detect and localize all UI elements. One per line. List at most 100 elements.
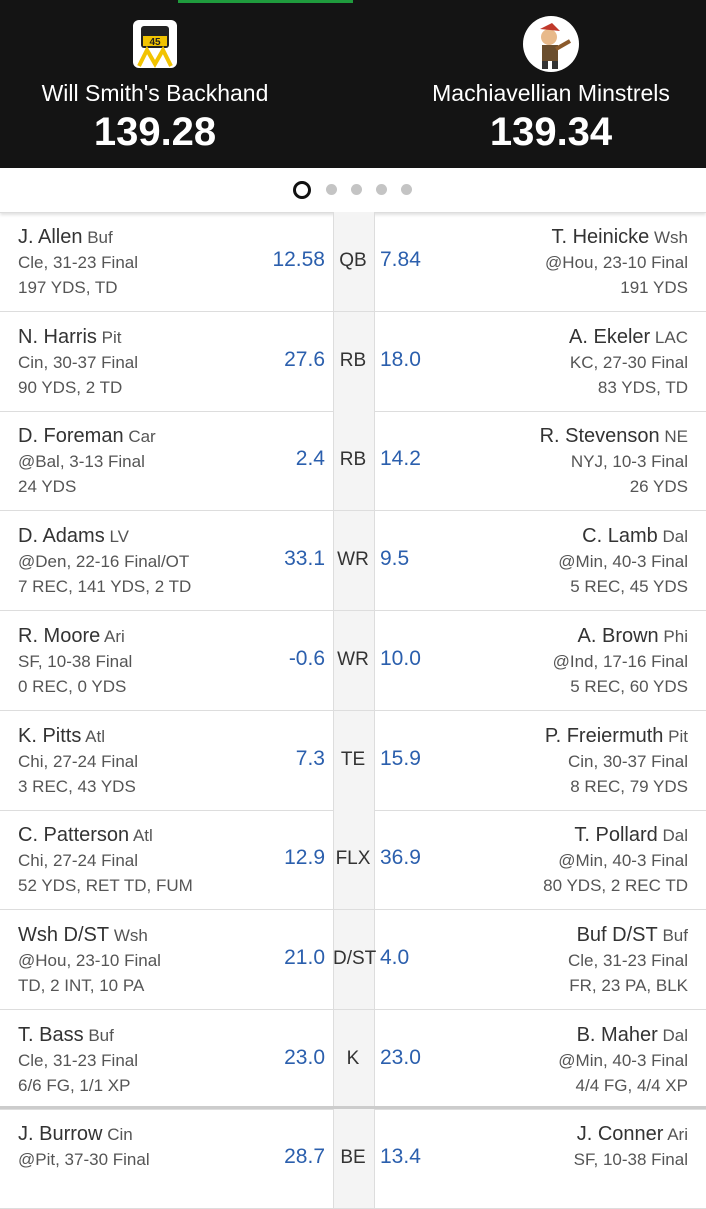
player-line: A. Ekeler LAC (569, 325, 688, 350)
player-name: B. Maher (576, 1023, 658, 1046)
player-info[interactable]: J. Allen Buf Cle, 31-23 Final 197 YDS, TD (18, 225, 138, 300)
page-dot[interactable] (401, 184, 412, 195)
player-points: 2.4 (295, 447, 325, 471)
player-name: N. Harris (18, 325, 97, 348)
player-team: Pit (101, 327, 122, 347)
player-line: J. Conner Ari (574, 1122, 688, 1147)
player-points: 28.7 (284, 1145, 325, 1169)
player-line: K. Pitts Atl (18, 724, 138, 749)
player-info[interactable]: P. Freiermuth Pit Cin, 30-37 Final 8 REC, … (545, 724, 688, 799)
player-points: -0.6 (288, 646, 325, 670)
player-team: LAC (654, 327, 688, 347)
player-stats: 5 REC, 45 YDS (570, 577, 688, 597)
player-line: R. Moore Ari (18, 624, 132, 649)
player-stats: 3 REC, 43 YDS (18, 776, 136, 796)
player-row: RB D. Foreman Car @Bal, 3-13 Final 24 YDS 2.… (0, 411, 706, 512)
player-name: C. Lamb (582, 525, 658, 548)
matchup-header: 45 Will Smith's Backhand 139.28 Machiave… (0, 0, 706, 168)
player-points: 33.1 (284, 547, 325, 571)
position-column (333, 909, 375, 1009)
player-row: BE J. Burrow Cin @Pit, 37-30 Final 28.7 J. C… (0, 1106, 706, 1209)
position-column (333, 311, 375, 411)
player-row: TE K. Pitts Atl Chi, 27-24 Final 3 REC, 43 … (0, 710, 706, 811)
player-name: R. Moore (18, 624, 101, 647)
player-team: Car (128, 427, 156, 447)
game-result: @Hou, 23-10 Final (18, 950, 161, 970)
player-team: Phi (663, 626, 688, 646)
player-info[interactable]: A. Ekeler LAC KC, 27-30 Final 83 YDS, TD (569, 325, 688, 400)
player-info[interactable]: J. Conner Ari SF, 10-38 Final (574, 1122, 688, 1172)
player-stats: 80 YDS, 2 REC TD (543, 876, 688, 896)
player-team: Pit (668, 726, 688, 746)
player-info[interactable]: R. Stevenson NE NYJ, 10-3 Final 26 YDS (540, 424, 688, 499)
player-info[interactable]: C. Patterson Atl Chi, 27-24 Final 52 YDS, … (18, 823, 193, 898)
player-info[interactable]: R. Moore Ari SF, 10-38 Final 0 REC, 0 YDS (18, 624, 132, 699)
player-info[interactable]: J. Burrow Cin @Pit, 37-30 Final (18, 1122, 150, 1172)
player-team: NE (664, 427, 688, 447)
player-team: Cin (107, 1125, 133, 1145)
page-dot[interactable] (326, 184, 337, 195)
player-line: J. Allen Buf (18, 225, 138, 250)
team-logo (523, 16, 579, 72)
position: BE (340, 1147, 366, 1169)
position: K (346, 1047, 360, 1069)
player-name: Wsh D/ST (18, 923, 110, 946)
position: WR (337, 549, 369, 571)
page-dot[interactable] (293, 181, 311, 199)
position: WR (337, 648, 369, 670)
position-column (333, 1109, 375, 1209)
player-line: R. Stevenson NE (540, 424, 688, 449)
player-info[interactable]: D. Adams LV @Den, 22-16 Final/OT 7 REC, 14… (18, 524, 191, 599)
page-dot[interactable] (376, 184, 387, 195)
player-points: 18.0 (380, 347, 421, 371)
player-stats: 5 REC, 60 YDS (570, 676, 688, 696)
player-stats: 52 YDS, RET TD, FUM (18, 876, 193, 896)
svg-text:45: 45 (149, 37, 161, 48)
player-team: Dal (662, 826, 688, 846)
player-name: D. Foreman (18, 425, 124, 448)
team-score: 139.28 (93, 110, 217, 154)
player-points: 27.6 (284, 347, 325, 371)
player-points: 7.84 (380, 248, 421, 271)
game-result: @Den, 22-16 Final/OT (18, 552, 190, 572)
player-line: J. Burrow Cin (18, 1122, 150, 1147)
position-column (333, 810, 375, 910)
player-info[interactable]: T. Bass Buf Cle, 31-23 Final 6/6 FG, 1/1 X… (18, 1023, 138, 1098)
player-team: Atl (132, 826, 153, 846)
page-dot[interactable] (351, 184, 362, 195)
player-info[interactable]: D. Foreman Car @Bal, 3-13 Final 24 YDS (18, 424, 156, 499)
player-stats: 8 REC, 79 YDS (570, 776, 688, 796)
game-result: Chi, 27-24 Final (18, 851, 139, 871)
player-stats: 4/4 FG, 4/4 XP (575, 1075, 688, 1095)
game-result: SF, 10-38 Final (573, 1150, 688, 1170)
player-info[interactable]: T. Pollard Dal @Min, 40-3 Final 80 YDS, 2 … (543, 823, 688, 898)
player-info[interactable]: T. Heinicke Wsh @Hou, 23-10 Final 191 YDS (545, 225, 688, 300)
game-result: SF, 10-38 Final (18, 651, 133, 671)
player-team: Ari (104, 626, 125, 646)
player-name: T. Pollard (574, 824, 658, 847)
player-info[interactable]: Buf D/ST Buf Cle, 31-23 Final FR, 23 PA, B… (568, 923, 688, 998)
player-row: QB J. Allen Buf Cle, 31-23 Final 197 YDS, T… (0, 212, 706, 312)
player-line: B. Maher Dal (558, 1023, 688, 1048)
player-info[interactable]: A. Brown Phi @Ind, 17-16 Final 5 REC, 60 Y… (553, 624, 688, 699)
player-name: C. Patterson (18, 824, 130, 847)
player-stats: 191 YDS (620, 278, 688, 297)
game-result: @Min, 40-3 Final (558, 552, 688, 572)
player-info[interactable]: C. Lamb Dal @Min, 40-3 Final 5 REC, 45 YDS (558, 524, 688, 599)
player-name: K. Pitts (18, 724, 82, 747)
player-info[interactable]: Wsh D/ST Wsh @Hou, 23-10 Final TD, 2 INT, … (18, 923, 161, 998)
player-info[interactable]: K. Pitts Atl Chi, 27-24 Final 3 REC, 43 YD… (18, 724, 138, 799)
player-points: 12.9 (284, 846, 325, 870)
player-name: J. Burrow (18, 1123, 103, 1146)
player-points: 9.5 (380, 547, 410, 571)
player-points: 4.0 (380, 945, 410, 969)
player-info[interactable]: B. Maher Dal @Min, 40-3 Final 4/4 FG, 4/4 … (558, 1023, 688, 1098)
player-points: 23.0 (380, 1045, 421, 1069)
player-info[interactable]: N. Harris Pit Cin, 30-37 Final 90 YDS, 2 T… (18, 325, 138, 400)
game-result: KC, 27-30 Final (569, 352, 688, 372)
player-name: J. Conner (576, 1123, 664, 1146)
team-name: Will Smith's Backhand (41, 80, 269, 106)
position-column (333, 411, 375, 511)
player-line: D. Adams LV (18, 524, 191, 549)
player-stats: 83 YDS, TD (597, 377, 688, 397)
